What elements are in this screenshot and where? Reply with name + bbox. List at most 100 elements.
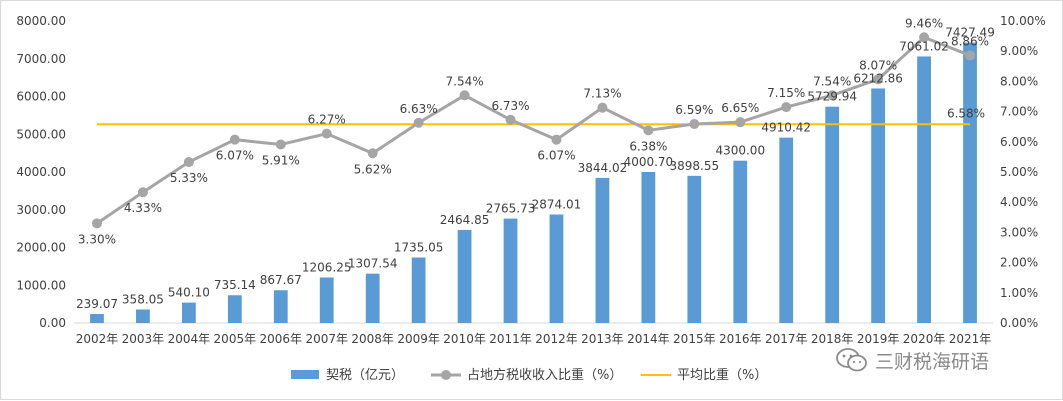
x-axis-tick-label: 2005年 bbox=[214, 332, 257, 346]
bar-data-label: 239.07 bbox=[76, 297, 118, 311]
bar-data-label: 3844.02 bbox=[578, 161, 628, 175]
x-axis-tick-label: 2004年 bbox=[168, 332, 211, 346]
bar bbox=[181, 302, 196, 323]
bar bbox=[825, 106, 840, 323]
right-axis-tick-label: 8.00% bbox=[1000, 74, 1038, 88]
ratio-point bbox=[643, 125, 654, 136]
bar bbox=[733, 160, 748, 323]
legend-marker-ratio bbox=[441, 370, 451, 380]
x-axis-tick-label: 2006年 bbox=[260, 332, 303, 346]
x-axis-tick-label: 2014年 bbox=[627, 332, 670, 346]
ratio-data-label: 5.62% bbox=[354, 162, 392, 176]
left-axis-tick-label: 0.00 bbox=[39, 316, 66, 330]
bar bbox=[917, 56, 931, 323]
ratio-data-label: 9.46% bbox=[905, 16, 943, 30]
ratio-point bbox=[367, 148, 378, 159]
ratio-point bbox=[689, 118, 700, 129]
right-axis-tick-label: 0.00% bbox=[1000, 316, 1038, 330]
ratio-point bbox=[597, 102, 608, 113]
average-data-label: 6.58% bbox=[947, 106, 985, 120]
ratio-data-label: 7.15% bbox=[767, 86, 805, 100]
bar bbox=[641, 171, 656, 323]
x-axis-tick-label: 2007年 bbox=[305, 332, 348, 346]
bar bbox=[227, 295, 242, 323]
x-axis-tick-label: 2019年 bbox=[857, 332, 900, 346]
bar-data-label: 358.05 bbox=[122, 292, 164, 306]
right-axis-tick-label: 3.00% bbox=[1000, 225, 1038, 239]
ratio-point bbox=[91, 218, 102, 229]
x-axis-tick-label: 2016年 bbox=[719, 332, 762, 346]
bar-data-label: 2874.01 bbox=[532, 198, 582, 212]
ratio-data-label: 8.86% bbox=[951, 34, 989, 48]
left-axis-tick-label: 7000.00 bbox=[16, 52, 66, 66]
bar-data-label: 4000.70 bbox=[624, 155, 674, 169]
x-axis-tick-label: 2015年 bbox=[673, 332, 716, 346]
ratio-point bbox=[413, 117, 424, 128]
x-axis-tick-label: 2010年 bbox=[443, 332, 486, 346]
ratio-data-label: 6.38% bbox=[629, 139, 667, 153]
bar bbox=[687, 175, 702, 323]
ratio-point bbox=[919, 32, 930, 43]
bar bbox=[365, 273, 380, 323]
bar-data-label: 7061.02 bbox=[899, 39, 949, 53]
ratio-data-label: 7.54% bbox=[813, 74, 851, 88]
bar-data-label: 540.10 bbox=[168, 286, 210, 300]
left-axis-tick-label: 6000.00 bbox=[16, 90, 66, 104]
x-axis-tick-label: 2008年 bbox=[351, 332, 394, 346]
bar-data-label: 1735.05 bbox=[394, 241, 444, 255]
ratio-data-label: 6.07% bbox=[537, 149, 575, 163]
right-axis-tick-label: 10.00% bbox=[1000, 14, 1046, 28]
ratio-data-label: 6.65% bbox=[721, 101, 759, 115]
bar-data-label: 3898.55 bbox=[670, 159, 720, 173]
x-axis-tick-label: 2017年 bbox=[765, 332, 808, 346]
wechat-icon bbox=[836, 348, 867, 372]
bar bbox=[549, 214, 564, 323]
bar-data-label: 735.14 bbox=[214, 278, 256, 292]
bar bbox=[779, 137, 794, 323]
legend-label-bar: 契税（亿元） bbox=[326, 368, 404, 383]
x-axis-tick-label: 2003年 bbox=[122, 332, 165, 346]
ratio-series-line bbox=[96, 35, 971, 225]
right-axis-tick-label: 4.00% bbox=[1000, 195, 1038, 209]
ratio-point bbox=[183, 157, 194, 168]
watermark: 三财税海研语 bbox=[835, 344, 1050, 376]
ratio-data-label: 6.27% bbox=[308, 113, 346, 127]
right-axis-tick-label: 6.00% bbox=[1000, 135, 1038, 149]
bar-data-label: 7427.49 bbox=[945, 26, 995, 40]
left-axis-tick-label: 8000.00 bbox=[16, 14, 66, 28]
bar bbox=[503, 218, 518, 323]
ratio-point bbox=[827, 90, 838, 101]
legend-swatch-bar bbox=[291, 370, 319, 379]
left-axis-tick-label: 5000.00 bbox=[16, 127, 66, 141]
ratio-data-label: 5.33% bbox=[170, 171, 208, 185]
watermark-text: 三财税海研语 bbox=[875, 350, 990, 373]
ratio-data-label: 6.73% bbox=[491, 99, 529, 113]
ratio-data-label: 7.54% bbox=[446, 74, 484, 88]
ratio-point bbox=[505, 114, 516, 125]
x-axis-tick-label: 2009年 bbox=[397, 332, 440, 346]
ratio-point bbox=[229, 134, 240, 145]
ratio-data-label: 6.07% bbox=[216, 149, 254, 163]
legend-label-ratio: 占地方税收收入比重（%） bbox=[467, 367, 622, 383]
x-axis-tick-label: 2011年 bbox=[489, 332, 532, 346]
bar-data-label: 1206.25 bbox=[302, 260, 352, 274]
bar-data-label: 2765.73 bbox=[486, 202, 536, 216]
bar-data-label: 4910.42 bbox=[761, 121, 811, 135]
x-axis-tick-label: 2020年 bbox=[903, 332, 946, 346]
ratio-point bbox=[965, 50, 976, 61]
x-axis-tick-label: 2002年 bbox=[76, 332, 119, 346]
ratio-point bbox=[321, 128, 332, 139]
ratio-data-label: 6.63% bbox=[400, 102, 438, 116]
ratio-data-label: 6.59% bbox=[675, 103, 713, 117]
ratio-data-label: 5.91% bbox=[262, 154, 300, 168]
bar-data-label: 6212.86 bbox=[853, 71, 903, 85]
right-axis-tick-label: 5.00% bbox=[1000, 165, 1038, 179]
ratio-data-label: 7.13% bbox=[583, 87, 621, 101]
left-axis-tick-label: 4000.00 bbox=[16, 165, 66, 179]
right-axis-tick-label: 7.00% bbox=[1000, 105, 1038, 119]
right-axis-tick-label: 2.00% bbox=[1000, 256, 1038, 270]
bar bbox=[595, 177, 610, 323]
bar-data-label: 2464.85 bbox=[440, 213, 490, 227]
